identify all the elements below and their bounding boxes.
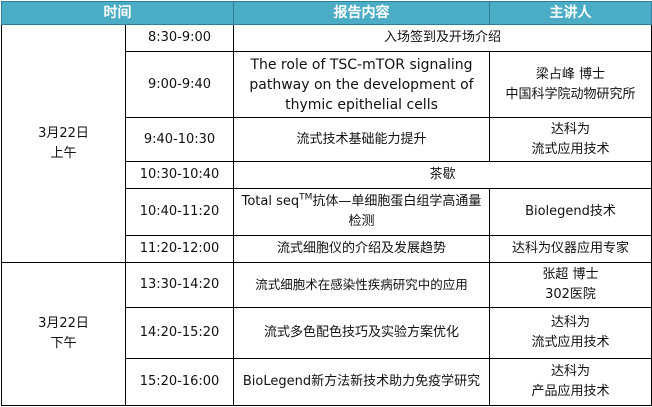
speaker-cell: 张超 博士 302医院 <box>489 262 652 308</box>
table-row: 10:40-11:20 Total seqTM抗体—单细胞蛋白组学高通量检测 B… <box>2 188 652 236</box>
content-cell: 流式多色配色技巧及实验方案优化 <box>233 307 490 359</box>
speaker-cell: Biolegend技术 <box>489 188 652 236</box>
content-cell: 入场签到及开场介绍 <box>233 24 652 52</box>
table-row: 9:40-10:30 流式技术基础能力提升 达科为 流式应用技术 <box>2 117 652 162</box>
speaker-cell: 达科为 流式应用技术 <box>489 307 652 359</box>
header-content: 报告内容 <box>233 1 490 25</box>
content-cell: 流式细胞术在感染性疾病研究中的应用 <box>233 262 490 308</box>
content-cell: BioLegend新方法新技术助力免疫学研究 <box>233 358 490 406</box>
content-cell: 茶歇 <box>233 161 652 189</box>
table-row: 3月22日 下午 13:30-14:20 流式细胞术在感染性疾病研究中的应用 张超… <box>1 262 652 406</box>
time-cell: 8:30-9:00 <box>125 24 234 52</box>
session-am: 3月22日 上午 <box>1 24 126 263</box>
header-speaker: 主讲人 <box>489 1 652 25</box>
header-time: 时间 <box>1 1 234 25</box>
time-cell: 9:40-10:30 <box>125 117 234 162</box>
table-row: 14:20-15:20 流式多色配色技巧及实验方案优化 达科为 流式应用技术 <box>2 307 652 359</box>
speaker-cell: 梁占峰 博士 中国科学院动物研究所 <box>489 51 652 118</box>
time-cell: 10:30-10:40 <box>125 161 234 189</box>
table-row: 9:00-9:40 The role of TSC-mTOR signaling… <box>2 51 652 118</box>
time-cell: 15:20-16:00 <box>125 358 234 406</box>
content-cell: 流式技术基础能力提升 <box>233 117 490 162</box>
time-cell: 13:30-14:20 <box>125 262 234 308</box>
time-cell: 14:20-15:20 <box>125 307 234 359</box>
speaker-cell: 达科为 产品应用技术 <box>489 358 652 406</box>
speaker-cell: 达科为 流式应用技术 <box>489 117 652 162</box>
time-cell: 11:20-12:00 <box>125 235 234 263</box>
table-row: 3月22日 上午 8:30-9:00 入场签到及开场介绍 <box>1 24 652 263</box>
session-pm: 3月22日 下午 <box>1 262 126 406</box>
header-row: 时间 报告内容 主讲人 <box>1 1 652 25</box>
content-cell: 流式细胞仪的介绍及发展趋势 <box>233 235 490 263</box>
content-cell: Total seqTM抗体—单细胞蛋白组学高通量检测 <box>233 188 490 236</box>
time-cell: 9:00-9:40 <box>125 51 234 118</box>
table-row: 15:20-16:00 BioLegend新方法新技术助力免疫学研究 达科为 产品… <box>2 358 652 406</box>
speaker-cell: 达科为仪器应用专家 <box>489 235 652 263</box>
content-cell: The role of TSC-mTOR signaling pathway o… <box>233 51 490 118</box>
time-cell: 10:40-11:20 <box>125 188 234 236</box>
table-row: 11:20-12:00 流式细胞仪的介绍及发展趋势 达科为仪器应用专家 <box>2 235 652 263</box>
